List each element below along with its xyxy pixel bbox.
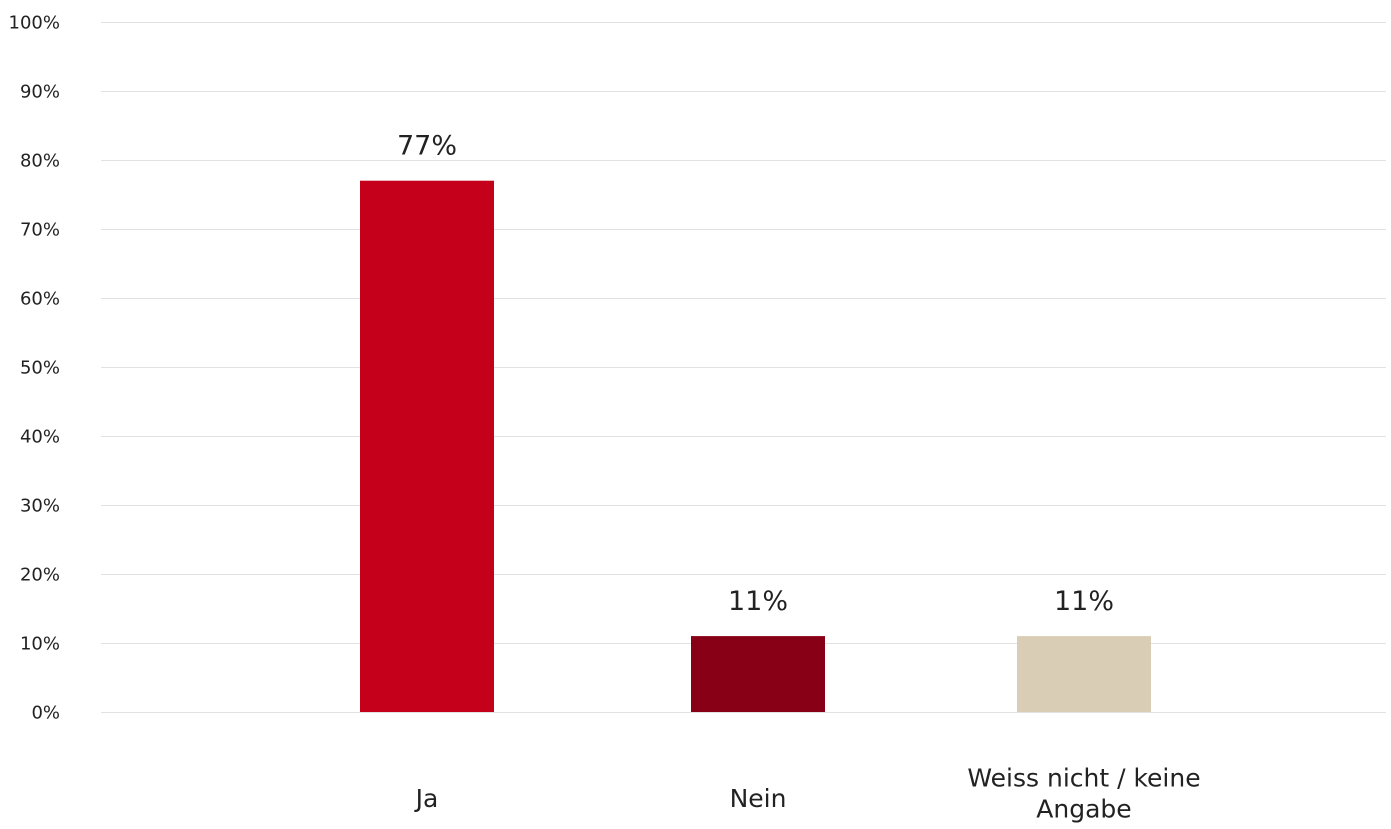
y-tick-label: 70% [20,220,60,241]
category-label: Weiss nicht / keine [967,764,1200,793]
y-tick-label: 50% [20,358,60,379]
y-tick-label: 40% [20,427,60,448]
y-tick-label: 20% [20,565,60,586]
category-label: Ja [414,784,439,813]
category-label: Angabe [1036,795,1131,824]
data-label: 11% [1054,586,1114,617]
data-label: 77% [397,131,457,162]
y-tick-label: 30% [20,496,60,517]
data-labels: 77% 11% 11% [397,131,1114,617]
y-tick-label: 80% [20,151,60,172]
y-tick-label: 10% [20,634,60,655]
y-tick-label: 0% [31,703,60,724]
bars [360,180,1151,712]
y-axis-tick-labels: 0% 10% 20% 30% 40% 50% 60% 70% 80% 90% 100% [9,13,60,724]
data-label: 11% [728,586,788,617]
bar [360,180,494,712]
bar [691,636,825,712]
y-tick-label: 90% [20,82,60,103]
y-tick-label: 60% [20,289,60,310]
category-label: Nein [730,784,787,813]
bar [1017,636,1151,712]
gridlines [101,22,1386,713]
y-tick-label: 100% [9,13,60,34]
